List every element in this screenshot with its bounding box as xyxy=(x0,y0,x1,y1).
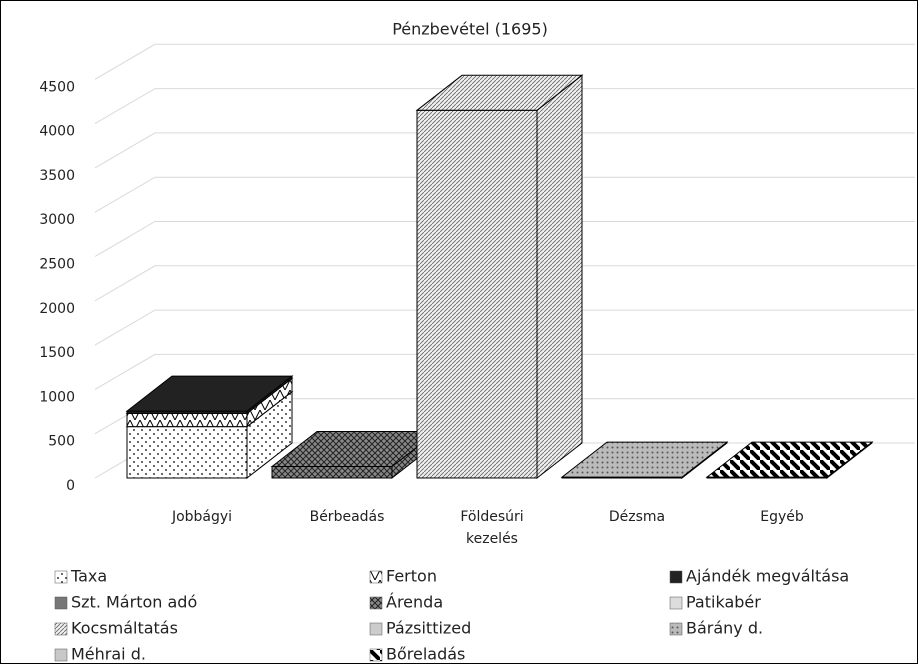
legend-label: Szt. Márton adó xyxy=(71,593,197,612)
x-tick-label: Egyéb xyxy=(760,509,804,525)
grid-line xyxy=(94,43,915,80)
bar-top xyxy=(560,441,729,478)
legend-swatch xyxy=(669,596,683,610)
y-tick-label: 2500 xyxy=(39,257,75,273)
legend-label: Árenda xyxy=(386,593,443,612)
legend-label: Patikabér xyxy=(686,593,761,612)
y-tick-label: 500 xyxy=(48,434,75,450)
y-tick-label: 2000 xyxy=(39,301,75,317)
y-tick-label: 1000 xyxy=(39,389,75,405)
bar-front xyxy=(416,109,538,479)
legend-swatch xyxy=(369,570,383,584)
chart-title: Pénzbevétel (1695) xyxy=(392,20,548,39)
legend-swatch xyxy=(369,622,383,636)
x-tick-label: Dézsma xyxy=(609,509,665,525)
bar-front xyxy=(126,412,248,428)
bar-top xyxy=(705,441,874,478)
grid-line xyxy=(94,265,915,302)
legend-swatch xyxy=(54,596,68,610)
legend-swatch xyxy=(54,570,68,584)
bar-top xyxy=(125,375,294,412)
legend-label: Taxa xyxy=(70,567,107,586)
legend-label: Ajándék megváltása xyxy=(686,567,849,586)
y-tick-label: 1500 xyxy=(39,345,75,361)
legend-label: Bőreladás xyxy=(386,645,465,664)
legend-label: Kocsmáltatás xyxy=(71,619,178,638)
legend-swatch xyxy=(669,622,683,636)
x-tick-label: Bérbeadás xyxy=(310,509,385,525)
x-tick-label: Jobbágyi xyxy=(171,509,232,525)
grid-line xyxy=(94,309,915,346)
legend-label: Bárány d. xyxy=(686,619,763,638)
legend-label: Pázsittized xyxy=(386,619,471,638)
bar-side xyxy=(536,74,583,480)
grid-line xyxy=(94,353,915,390)
legend-swatch xyxy=(669,570,683,584)
y-tick-label: 3000 xyxy=(39,212,75,228)
legend-swatch xyxy=(54,648,68,662)
y-tick-label: 0 xyxy=(66,478,75,494)
bar-front xyxy=(271,465,393,479)
x-tick-label: Földesúri kezelés xyxy=(460,509,523,547)
grid-line xyxy=(94,176,915,213)
y-tick-label: 4000 xyxy=(39,124,75,140)
y-tick-label: 3500 xyxy=(39,168,75,184)
legend-label: Ferton xyxy=(386,567,437,586)
grid-line xyxy=(94,88,915,125)
bar-front xyxy=(126,426,248,479)
legend-swatch xyxy=(54,622,68,636)
grid-line xyxy=(94,221,915,257)
grid-line xyxy=(94,132,915,169)
bar-top xyxy=(415,74,584,111)
y-tick-label: 4500 xyxy=(39,79,75,95)
legend-swatch xyxy=(369,596,383,610)
legend-label: Méhrai d. xyxy=(71,645,146,664)
legend-swatch xyxy=(369,648,383,662)
